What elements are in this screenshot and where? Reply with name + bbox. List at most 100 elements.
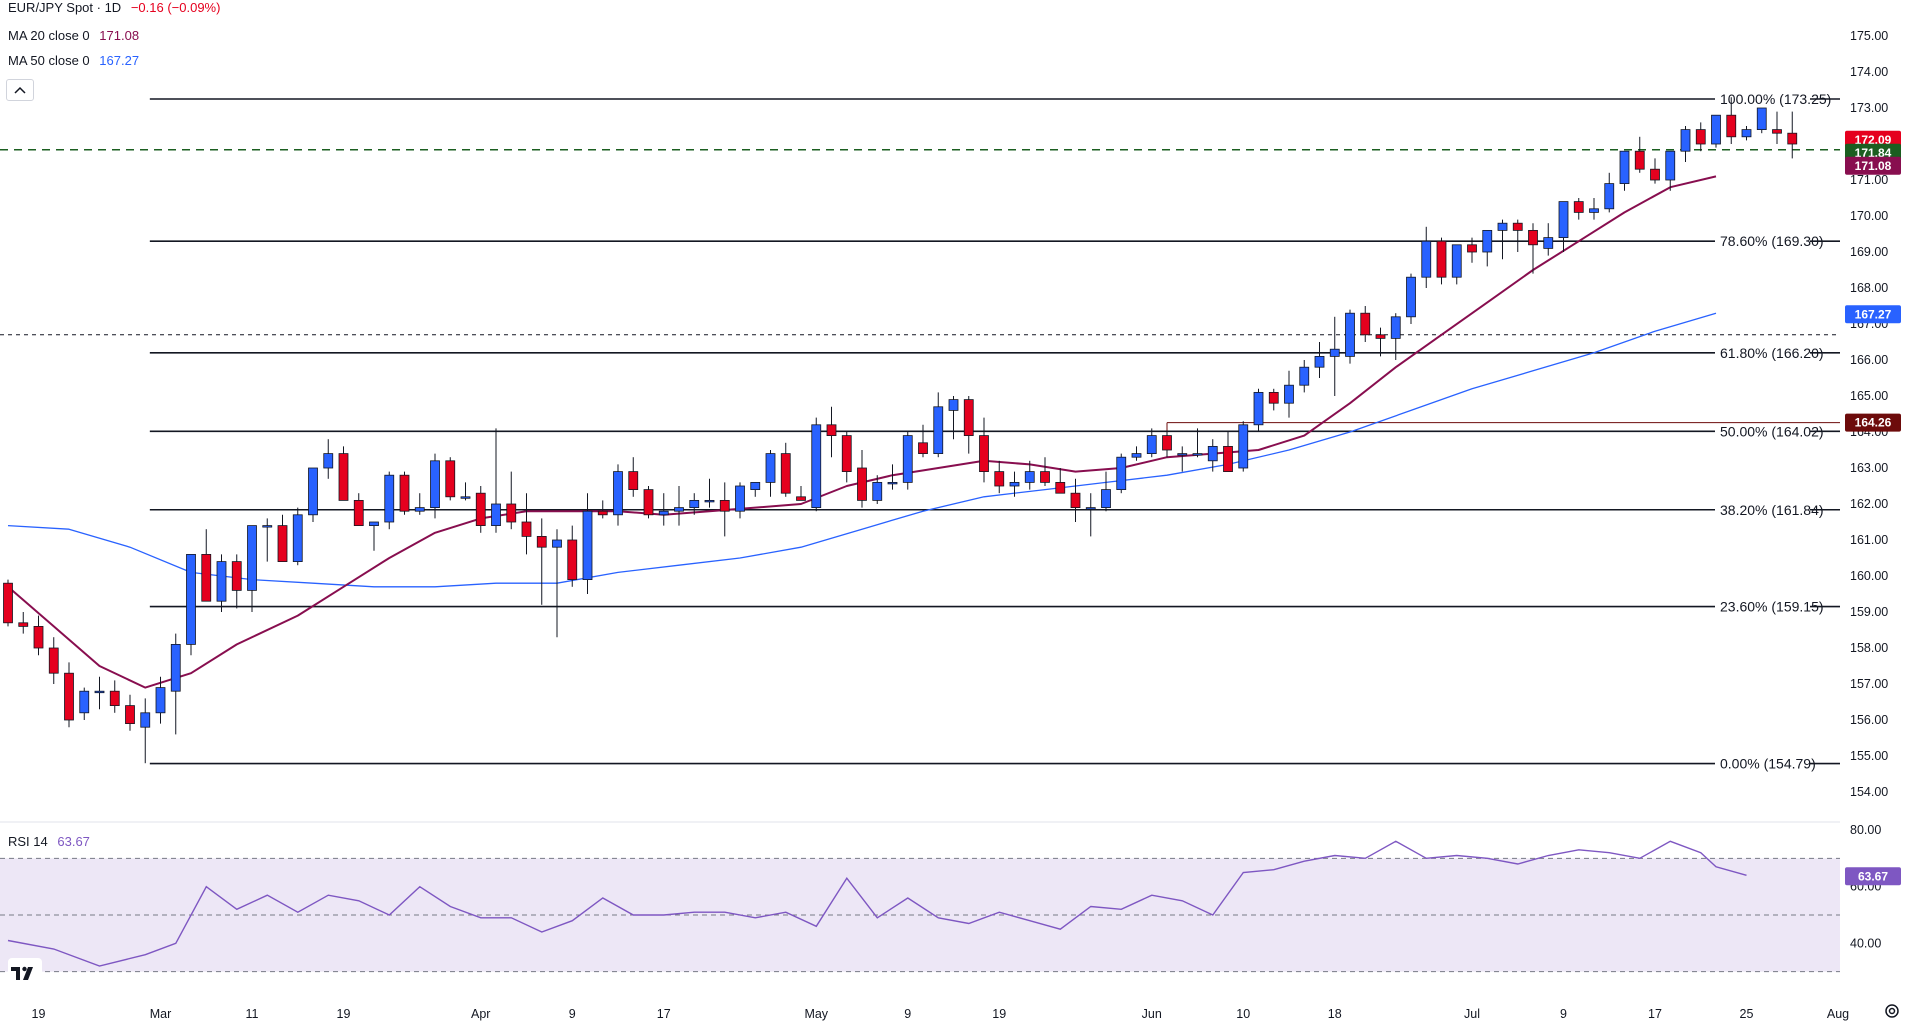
candle-body-up: [811, 424, 822, 508]
candle-body-down: [1070, 492, 1081, 509]
candle-body-down: [963, 399, 974, 437]
candle: [979, 417, 989, 483]
candle: [1192, 428, 1203, 458]
tradingview-logo-icon: [11, 966, 33, 980]
candle: [1329, 316, 1340, 396]
candle: [1467, 237, 1477, 263]
candle: [1741, 126, 1752, 141]
candle-body-up: [247, 525, 257, 591]
candle-body-down: [521, 521, 532, 537]
candle-body-down: [1162, 435, 1172, 451]
ma50-label: MA 50 close 0: [8, 53, 90, 68]
candle: [216, 554, 227, 612]
candle: [414, 493, 425, 515]
candle: [689, 493, 700, 515]
candle-body-up: [384, 474, 395, 523]
candle: [658, 493, 669, 526]
candle-body-down: [1787, 132, 1798, 145]
candle-body-down: [719, 499, 730, 512]
time-axis-tick: 9: [1560, 1007, 1567, 1021]
candle: [826, 406, 837, 458]
candle: [1162, 432, 1172, 458]
ma50-legend[interactable]: MA 50 close 0 167.27: [8, 53, 139, 68]
candle: [308, 467, 318, 522]
candle-body-down: [18, 622, 29, 627]
candle: [1238, 421, 1249, 472]
candle: [201, 529, 212, 602]
candle-body-up: [1558, 201, 1569, 239]
candle: [1421, 226, 1432, 288]
candle: [1573, 198, 1584, 220]
candle-body-up: [1604, 183, 1615, 210]
candle-body-down: [841, 435, 852, 473]
price-axis-tick: 166.00: [1850, 353, 1888, 367]
rsi-badge-bg: [1845, 867, 1901, 886]
candle: [1497, 219, 1508, 260]
price-axis-tick: 156.00: [1850, 713, 1888, 727]
candle-body-up: [323, 453, 334, 469]
candle: [399, 471, 410, 515]
ma50-value: 167.27: [99, 53, 140, 68]
price-axis-tick: 173.00: [1850, 101, 1888, 115]
candle: [1009, 471, 1020, 497]
candle: [902, 432, 913, 490]
time-axis-tick: Apr: [471, 1007, 490, 1021]
time-axis-tick: 10: [1236, 1007, 1250, 1021]
price-badge-bg: [1845, 156, 1901, 175]
gear-icon: [1885, 1004, 1899, 1018]
candle: [887, 464, 898, 490]
ma20-legend[interactable]: MA 20 close 0 171.08: [8, 28, 139, 43]
collapse-legend-button[interactable]: [6, 79, 34, 101]
tradingview-logo[interactable]: [8, 958, 42, 988]
candle: [613, 464, 623, 526]
candle-body-down: [979, 435, 989, 473]
candle-body-up: [1253, 391, 1264, 426]
candle: [1711, 114, 1721, 148]
settings-button[interactable]: [1882, 1001, 1902, 1021]
candle-body-down: [1055, 481, 1066, 494]
candle: [1360, 306, 1371, 342]
candle: [933, 392, 944, 458]
candle-body-down: [1436, 240, 1447, 278]
candle-body-up: [933, 406, 944, 454]
candle: [292, 507, 303, 566]
price-badge: 164.26: [1845, 413, 1901, 432]
time-axis-tick: Jun: [1142, 1007, 1162, 1021]
candle-body-up: [1680, 129, 1691, 152]
candle-body-up: [582, 510, 593, 581]
candle-body-down: [1634, 150, 1645, 170]
time-axis-tick: 19: [337, 1007, 351, 1021]
candle-body-up: [369, 521, 379, 526]
price-badge: 167.27: [1845, 305, 1901, 324]
price-axis-tick: 168.00: [1850, 281, 1888, 295]
price-axis-tick: 169.00: [1850, 245, 1888, 259]
candle: [170, 633, 181, 735]
candle-body-down: [3, 582, 13, 624]
price-badge-text: 167.27: [1855, 307, 1892, 321]
candle: [1085, 493, 1096, 537]
price-axis-tick: 155.00: [1850, 749, 1888, 763]
candle: [994, 460, 1005, 494]
candle: [1375, 327, 1386, 357]
candle: [140, 698, 151, 764]
time-axis-tick: Jul: [1464, 1007, 1480, 1021]
candle: [963, 396, 974, 454]
candle: [1116, 453, 1127, 494]
candle: [811, 417, 822, 512]
candle-body-down: [1528, 229, 1538, 246]
candle-body-up: [1207, 445, 1218, 462]
candle: [1482, 229, 1493, 267]
candle: [1268, 388, 1279, 411]
candle: [872, 475, 883, 504]
candle: [1543, 223, 1554, 256]
candle-body-up: [1177, 453, 1188, 456]
candle: [1589, 198, 1599, 220]
candle-body-up: [1711, 114, 1721, 145]
candle-body-up: [430, 460, 440, 508]
ma50-line: [7, 312, 1717, 588]
symbol-title: EUR/JPY Spot · 1D: [8, 0, 122, 15]
rsi-legend[interactable]: RSI 14 63.67: [8, 834, 90, 849]
candle: [948, 396, 959, 440]
candle: [109, 680, 120, 713]
candle-body-up: [613, 471, 623, 516]
